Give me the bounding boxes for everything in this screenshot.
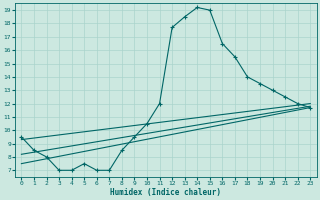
X-axis label: Humidex (Indice chaleur): Humidex (Indice chaleur) xyxy=(110,188,221,197)
